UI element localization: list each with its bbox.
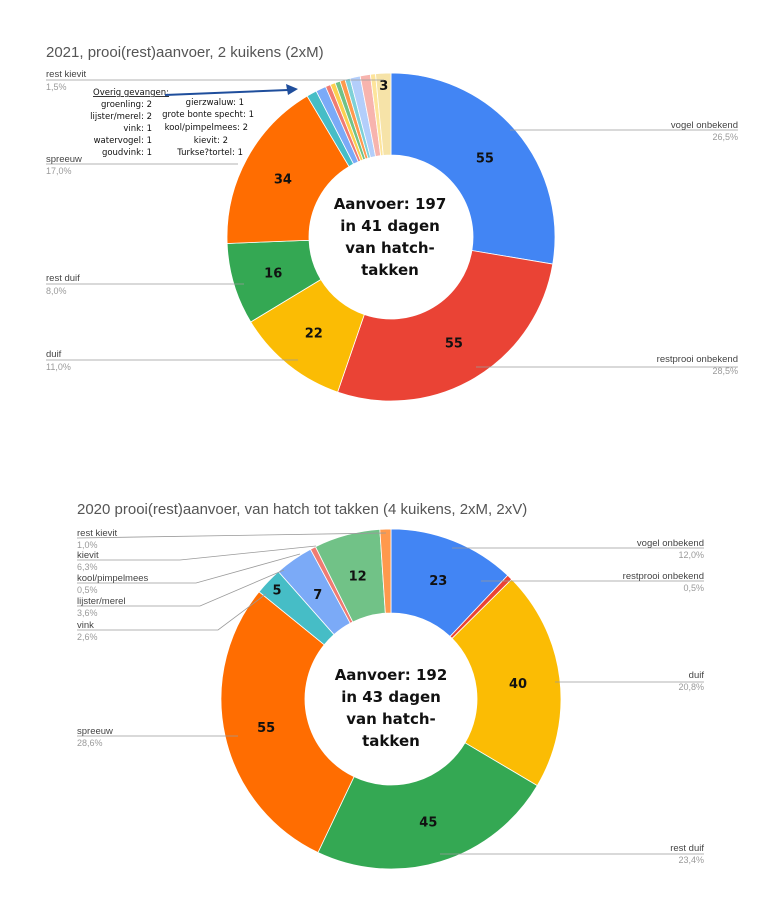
label-restprooi-onbekend: restprooi onbekend: [657, 354, 738, 365]
chart-2020-value-vogel-onbekend: 23: [429, 574, 447, 589]
chart-2021-slices: [226, 72, 556, 402]
pct-spreeuw: 17,0%: [46, 166, 72, 176]
pct-vogel-onbekend-2020: 12,0%: [678, 550, 704, 560]
chart-2020-center-line-2: in 43 dagen: [341, 688, 441, 706]
pct-restprooi-onbekend: 28,5%: [712, 366, 738, 376]
label-rest-kievit-2020: rest kievit: [77, 528, 117, 539]
label-rest-duif-2020: rest duif: [670, 843, 704, 854]
label-vogel-onbekend: vogel onbekend: [671, 120, 738, 131]
overig-col2-item: Turkse?tortel: 1: [176, 148, 243, 158]
chart-2021-center-text: Aanvoer: 197 in 41 dagen van hatch- takk…: [334, 195, 447, 279]
overig-heading: Overig gevangen:: [93, 88, 169, 98]
chart-2021: 2021, prooi(rest)aanvoer, 2 kuikens (2xM…: [46, 44, 738, 402]
overig-col2-item: gierzwaluw: 1: [186, 98, 244, 108]
chart-2020-center-line-4: takken: [362, 732, 420, 750]
chart-2020-value-vink: 5: [272, 584, 281, 599]
label-vogel-onbekend-2020: vogel onbekend: [637, 538, 704, 549]
chart-2020-center-line-1: Aanvoer: 192: [335, 666, 448, 684]
pct-rest-duif: 8,0%: [46, 286, 67, 296]
chart-2021-slice-restprooi-onbekend: [337, 250, 554, 402]
chart-2021-value-rest-kievit: 3: [379, 79, 388, 94]
overig-arrow: [164, 89, 289, 96]
overig-col2-item: kool/pimpelmees: 2: [165, 123, 248, 133]
chart-2020-value-spreeuw: 55: [257, 721, 275, 736]
label-rest-kievit: rest kievit: [46, 69, 86, 80]
overig-col1-item: groenling: 2: [101, 100, 152, 110]
chart-2020-value-rest-duif: 45: [419, 815, 437, 830]
label-duif: duif: [46, 349, 62, 360]
chart-2021-slice-values: 55 55 22 16 34 3: [264, 79, 494, 352]
overig-col1-item: vink: 1: [123, 124, 152, 134]
label-restprooi-onbekend-2020: restprooi onbekend: [623, 571, 704, 582]
chart-2021-center-line-1: Aanvoer: 197: [334, 195, 447, 213]
chart-2021-center-line-2: in 41 dagen: [340, 217, 440, 235]
chart-2021-slice-spreeuw: [226, 95, 350, 244]
pct-vogel-onbekend: 26,5%: [712, 132, 738, 142]
label-kievit-2020: kievit: [77, 550, 99, 561]
chart-2020: 2020 prooi(rest)aanvoer, van hatch tot t…: [76, 501, 705, 870]
chart-2020-value-kievit: 12: [349, 569, 367, 584]
pct-spreeuw-2020: 28,6%: [77, 738, 103, 748]
chart-2021-value-spreeuw: 34: [274, 172, 292, 187]
label-vink-2020: vink: [77, 620, 94, 631]
label-lijster-merel-2020: lijster/merel: [77, 596, 126, 607]
chart-2021-value-duif: 22: [305, 327, 323, 342]
chart-2020-slices: [220, 528, 562, 870]
chart-2020-title: 2020 prooi(rest)aanvoer, van hatch tot t…: [77, 501, 527, 518]
pct-kievit-2020: 6,3%: [77, 562, 98, 572]
chart-2020-slice-rest-kievit: [379, 528, 392, 614]
overig-arrow-head: [286, 84, 298, 95]
chart-2020-value-lijster-merel: 7: [313, 588, 322, 603]
chart-2021-title: 2021, prooi(rest)aanvoer, 2 kuikens (2xM…: [46, 44, 324, 61]
chart-2020-slice-rest-duif: [317, 742, 538, 870]
pct-rest-duif-2020: 23,4%: [678, 855, 704, 865]
chart-2021-center-line-3: van hatch-: [345, 239, 435, 257]
overig-col1-item: lijster/merel: 2: [90, 112, 152, 122]
chart-2021-slice-vogel-onbekend: [390, 72, 556, 265]
chart-2020-outer-labels: vogel onbekend 12,0% restprooi onbekend …: [76, 528, 705, 865]
label-rest-duif: rest duif: [46, 273, 80, 284]
chart-2021-value-rest-duif: 16: [264, 266, 282, 281]
chart-2020-slice-duif: [451, 578, 562, 787]
chart-2020-center-line-3: van hatch-: [346, 710, 436, 728]
chart-2020-value-duif: 40: [509, 677, 527, 692]
overig-gevangen-annotation: Overig gevangen: groenling: 2 lijster/me…: [90, 84, 298, 158]
overig-col2-item: grote bonte specht: 1: [162, 110, 254, 120]
pct-kool-pimpelmees-2020: 0,5%: [77, 585, 98, 595]
chart-2021-outer-labels: vogel onbekend 26,5% restprooi onbekend …: [46, 69, 738, 376]
chart-2021-center-line-4: takken: [361, 261, 419, 279]
label-kool-pimpelmees-2020: kool/pimpelmees: [77, 573, 149, 584]
chart-2021-value-vogel-onbekend: 55: [476, 152, 494, 167]
pct-duif: 11,0%: [46, 362, 71, 372]
overig-col2-item: kievit: 2: [194, 136, 228, 146]
chart-2021-slice-rest-kievit: [375, 72, 392, 156]
chart-2020-center-text: Aanvoer: 192 in 43 dagen van hatch- takk…: [335, 666, 448, 750]
pct-restprooi-onbekend-2020: 0,5%: [683, 583, 704, 593]
pct-vink-2020: 2,6%: [77, 632, 98, 642]
pct-duif-2020: 20,8%: [678, 682, 704, 692]
overig-col1-item: watervogel: 1: [94, 136, 152, 146]
chart-2021-value-restprooi-onbekend: 55: [445, 337, 463, 352]
pct-rest-kievit-2020: 1,0%: [77, 540, 98, 550]
chart-2020-slice-spreeuw: [220, 591, 355, 854]
label-duif-2020: duif: [689, 670, 705, 681]
label-spreeuw-2020: spreeuw: [77, 726, 113, 737]
label-spreeuw: spreeuw: [46, 154, 82, 165]
overig-col1-item: goudvink: 1: [102, 148, 152, 158]
pct-rest-kievit: 1,5%: [46, 82, 67, 92]
pct-lijster-merel-2020: 3,6%: [77, 608, 98, 618]
